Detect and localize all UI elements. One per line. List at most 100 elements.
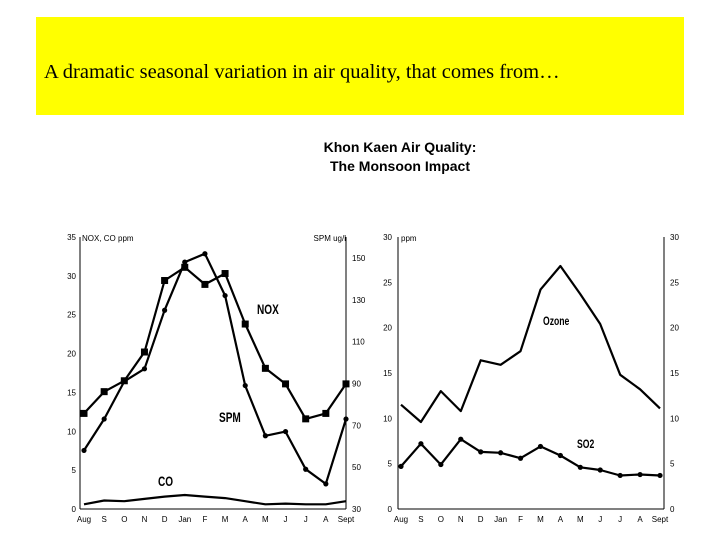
spm-point <box>202 251 208 257</box>
x-tick-label: J <box>598 515 602 524</box>
x-tick-label: Jan <box>494 515 507 524</box>
nox-point <box>302 415 310 423</box>
y2-tick-label: 15 <box>670 369 679 378</box>
so2-point <box>478 449 484 455</box>
ozone-series-label: Ozone <box>543 316 570 329</box>
so2-point <box>418 441 424 447</box>
x-tick-label: J <box>304 515 308 524</box>
y2-tick-label: 130 <box>352 296 366 305</box>
spm-point <box>323 481 329 487</box>
y2-tick-label: 30 <box>352 505 361 514</box>
y-tick-label: 10 <box>383 414 392 423</box>
x-tick-label: S <box>101 515 106 524</box>
y-tick-label: 30 <box>67 272 76 281</box>
spm-point <box>141 366 148 372</box>
y2-tick-label: 50 <box>352 463 361 472</box>
y2-tick-label: 30 <box>670 233 679 242</box>
nox-point <box>282 380 290 388</box>
right-unit-label: SPM ug/l <box>314 234 347 243</box>
spm-point <box>303 466 309 472</box>
spm-point <box>121 378 127 384</box>
x-tick-label: N <box>142 515 148 524</box>
x-tick-label: D <box>162 515 168 524</box>
spm-point <box>162 307 168 313</box>
nox-point <box>140 348 148 356</box>
x-tick-label: Aug <box>77 515 91 524</box>
x-tick-label: S <box>418 515 423 524</box>
so2-point <box>637 471 643 478</box>
co-series-label: CO <box>158 473 173 489</box>
so2-point <box>537 443 544 450</box>
y-tick-label: 15 <box>383 369 392 378</box>
so2-series-line <box>400 438 661 477</box>
so2-point <box>557 452 563 459</box>
banner-text: A dramatic seasonal variation in air qua… <box>44 61 560 83</box>
y-tick-label: 10 <box>67 427 76 436</box>
figure-title-line-1: Khon Kaen Air Quality: <box>323 139 477 155</box>
x-tick-label: M <box>537 515 544 524</box>
x-tick-label: D <box>478 515 484 524</box>
x-tick-label: Sept <box>652 515 669 524</box>
spm-series-label: SPM <box>219 409 241 425</box>
x-tick-label: A <box>323 515 329 524</box>
nox-point <box>342 380 350 388</box>
so2-point <box>398 463 404 469</box>
y-tick-label: 0 <box>72 505 77 514</box>
y-tick-label: 15 <box>67 388 76 397</box>
x-tick-label: F <box>202 515 207 524</box>
right-chart: ppm 0 5 10 15 20 25 30 0 5 10 15 20 25 30 Aug S O N D Jan F M A… <box>383 233 679 524</box>
nox-series-line <box>83 266 347 420</box>
figure-title-line-2: The Monsoon Impact <box>330 158 470 174</box>
spm-series-line <box>83 252 348 485</box>
x-tick-label: M <box>577 515 584 524</box>
y2-tick-label: 110 <box>352 338 365 347</box>
nox-point <box>80 409 88 417</box>
so2-point <box>517 455 524 461</box>
so2-point <box>577 464 583 470</box>
nox-point <box>322 409 330 417</box>
ozone-series-line <box>400 264 661 424</box>
x-tick-label: J <box>618 515 622 524</box>
x-tick-label: M <box>222 515 229 524</box>
left-chart: NOX, CO ppm SPM ug/l 0 5 10 15 20 25 30 35 30 50 70 9… <box>67 233 366 524</box>
y2-tick-label: 150 <box>352 254 366 263</box>
so2-point <box>458 436 464 442</box>
x-tick-label: J <box>284 515 288 524</box>
y-tick-label: 20 <box>67 350 76 359</box>
x-tick-label: O <box>438 515 444 524</box>
y2-tick-label: 25 <box>670 278 679 287</box>
x-tick-label: O <box>121 515 127 524</box>
x-tick-label: Jan <box>178 515 191 524</box>
x-tick-label: A <box>637 515 643 524</box>
x-tick-label: M <box>262 515 269 524</box>
y-tick-label: 30 <box>383 233 392 242</box>
y-tick-label: 25 <box>67 311 76 320</box>
nox-series-label: NOX <box>257 301 280 317</box>
y2-tick-label: 70 <box>352 421 361 430</box>
nox-point <box>241 320 249 328</box>
x-tick-label: F <box>518 515 523 524</box>
y-tick-label: 0 <box>388 505 393 514</box>
x-tick-label: Sept <box>338 515 355 524</box>
y2-tick-label: 90 <box>352 379 361 388</box>
y-tick-label: 5 <box>388 460 393 469</box>
nox-point <box>261 364 269 372</box>
left-unit-label: ppm <box>401 234 417 243</box>
y-tick-label: 35 <box>67 233 76 242</box>
x-tick-label: A <box>558 515 564 524</box>
nox-point <box>161 277 169 285</box>
spm-point <box>282 428 289 435</box>
title-banner: A dramatic seasonal variation in air qua… <box>36 17 684 115</box>
so2-point <box>438 461 444 468</box>
nox-point <box>181 263 189 271</box>
y-tick-label: 25 <box>383 278 392 287</box>
spm-point <box>222 292 228 299</box>
figure-title: Khon Kaen Air Quality: The Monsoon Impac… <box>290 138 510 176</box>
y2-tick-label: 10 <box>670 414 679 423</box>
spm-point <box>242 382 248 389</box>
spm-point <box>81 447 87 454</box>
y-tick-label: 5 <box>72 466 77 475</box>
spm-point <box>101 416 107 422</box>
left-unit-label: NOX, CO ppm <box>82 234 134 243</box>
x-tick-label: A <box>243 515 249 524</box>
